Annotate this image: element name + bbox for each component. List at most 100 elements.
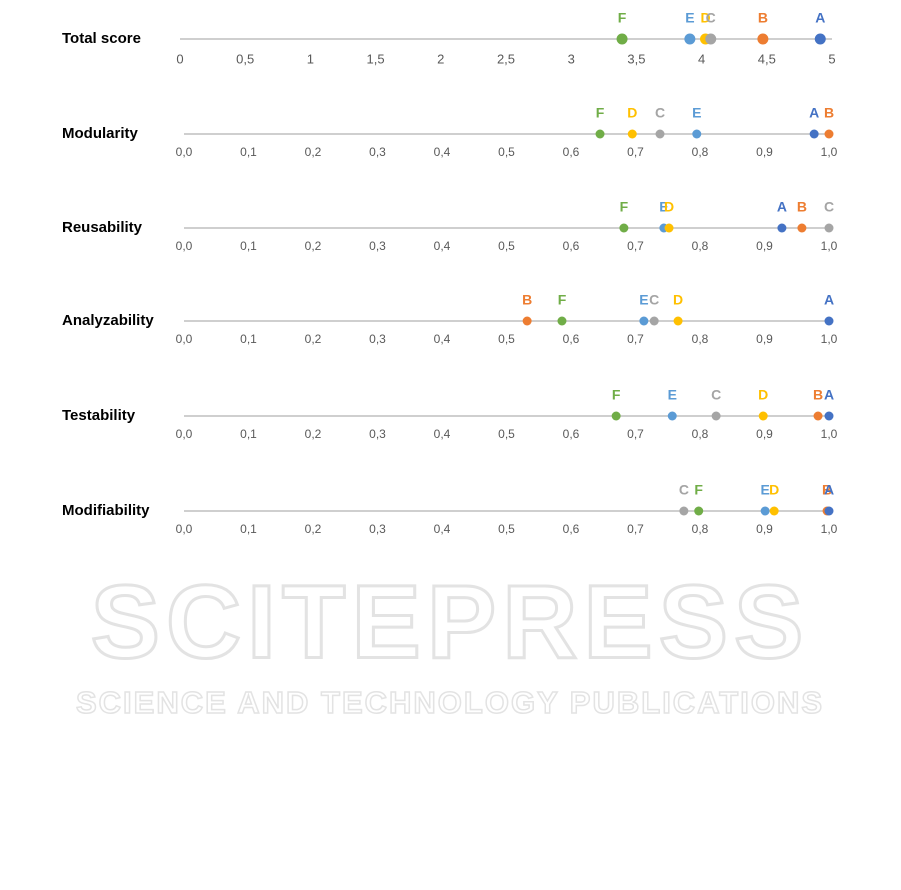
row-title: Testability	[62, 407, 136, 424]
x-tick-label: 0,3	[369, 332, 386, 346]
dot	[769, 506, 779, 516]
x-tick-label: 1,0	[821, 427, 838, 441]
x-tick-label: 0,8	[692, 145, 709, 159]
point-label: A	[815, 10, 825, 26]
x-tick-label: 0,5	[498, 239, 515, 253]
point-label: F	[620, 199, 629, 215]
point-label: F	[558, 292, 567, 308]
x-tick-label: 0,3	[369, 427, 386, 441]
x-tick-label: 0,9	[756, 145, 773, 159]
point-label: A	[809, 105, 819, 121]
point-label: B	[797, 199, 807, 215]
x-tick-label: 0,9	[756, 332, 773, 346]
point-label: B	[822, 482, 832, 498]
x-tick-label: 0,9	[756, 239, 773, 253]
point-label: E	[692, 105, 701, 121]
dot	[824, 129, 834, 139]
x-tick-label: 1,0	[821, 239, 838, 253]
x-tick-label: 0,4	[434, 427, 451, 441]
x-tick-label: 0,0	[176, 522, 193, 536]
dot	[692, 129, 702, 139]
dot	[664, 223, 674, 233]
x-tick-label: 2	[437, 51, 444, 66]
dot	[760, 506, 770, 516]
x-tick-label: 0,7	[627, 427, 644, 441]
dot	[777, 223, 787, 233]
point-label: F	[596, 105, 605, 121]
dot	[711, 411, 721, 421]
x-tick-label: 0,3	[369, 145, 386, 159]
x-tick-label: 0,2	[305, 239, 322, 253]
x-tick-label: 3,5	[627, 51, 645, 66]
dot	[813, 411, 823, 421]
dot	[824, 506, 834, 516]
x-tick-label: 2,5	[497, 51, 515, 66]
point-label: B	[824, 105, 834, 121]
dot	[824, 223, 834, 233]
x-tick-label: 0,6	[563, 522, 580, 536]
row-title: Modifiability	[62, 502, 150, 519]
dot	[611, 411, 621, 421]
x-tick-label: 0,2	[305, 332, 322, 346]
x-tick-label: 0,5	[498, 145, 515, 159]
row-title: Analyzability	[62, 312, 154, 329]
x-tick-label: 0,8	[692, 239, 709, 253]
x-tick-label: 0,2	[305, 427, 322, 441]
point-label: E	[685, 10, 694, 26]
watermark-subtitle: SCIENCE AND TECHNOLOGY PUBLICATIONS	[76, 685, 824, 720]
x-tick-label: 0,5	[498, 427, 515, 441]
point-label: E	[659, 199, 668, 215]
x-tick-label: 1,0	[821, 522, 838, 536]
x-tick-label: 0,0	[176, 239, 193, 253]
point-label: C	[655, 105, 665, 121]
point-label: A	[824, 482, 834, 498]
x-tick-label: 0,0	[176, 332, 193, 346]
x-tick-label: 0,4	[434, 145, 451, 159]
x-tick-label: 0,1	[240, 522, 257, 536]
x-tick-label: 4	[698, 51, 705, 66]
point-label: F	[694, 482, 703, 498]
x-tick-label: 0,8	[692, 332, 709, 346]
x-tick-label: 0,5	[236, 51, 254, 66]
x-tick-label: 1,0	[821, 332, 838, 346]
watermark-title: SCITEPRESS	[91, 564, 810, 680]
x-tick-label: 0	[176, 51, 183, 66]
row-title: Modularity	[62, 125, 138, 142]
dot	[757, 33, 769, 45]
x-tick-label: 0,9	[756, 427, 773, 441]
dot	[705, 33, 717, 45]
x-tick-label: 0,7	[627, 332, 644, 346]
point-label: D	[769, 482, 779, 498]
dot	[639, 316, 649, 326]
point-label: E	[760, 482, 769, 498]
dot	[522, 316, 532, 326]
x-tick-label: 1,5	[367, 51, 385, 66]
point-label: A	[824, 292, 834, 308]
x-tick-label: 0,7	[627, 145, 644, 159]
x-tick-label: 0,9	[756, 522, 773, 536]
x-tick-label: 1	[307, 51, 314, 66]
point-label: C	[706, 10, 716, 26]
point-label: F	[618, 10, 627, 26]
x-tick-label: 0,5	[498, 522, 515, 536]
x-tick-label: 4,5	[758, 51, 776, 66]
point-label: D	[758, 387, 768, 403]
x-tick-label: 0,7	[627, 522, 644, 536]
x-tick-label: 5	[828, 51, 835, 66]
x-tick-label: 0,7	[627, 239, 644, 253]
point-label: E	[668, 387, 677, 403]
dot	[616, 33, 628, 45]
x-tick-label: 0,8	[692, 522, 709, 536]
row-title: Reusability	[62, 219, 143, 236]
point-label: B	[813, 387, 823, 403]
dot	[679, 506, 689, 516]
x-tick-label: 3	[568, 51, 575, 66]
dot	[627, 129, 637, 139]
dot	[824, 411, 834, 421]
dot	[694, 506, 704, 516]
point-label: A	[777, 199, 787, 215]
x-tick-label: 0,3	[369, 239, 386, 253]
point-label: B	[522, 292, 532, 308]
point-label: C	[824, 199, 834, 215]
